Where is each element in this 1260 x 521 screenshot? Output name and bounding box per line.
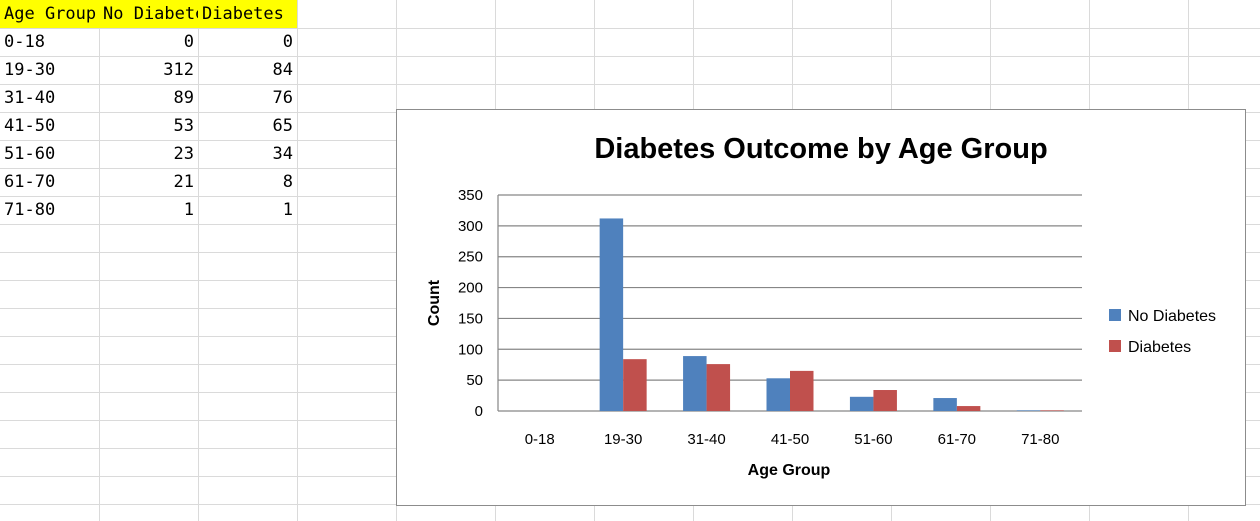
y-tick-label: 0 bbox=[475, 403, 483, 420]
cell-no-diabetes[interactable]: 1 bbox=[183, 200, 194, 220]
x-tick-label: 0-18 bbox=[525, 431, 555, 448]
cell-no-diabetes[interactable]: 53 bbox=[173, 116, 194, 136]
chart-object[interactable]: Diabetes Outcome by Age Group 0 50 100 150 20… bbox=[396, 109, 1246, 506]
y-tick-label: 50 bbox=[466, 372, 483, 389]
x-tick-label: 31-40 bbox=[687, 431, 725, 448]
chart-title: Diabetes Outcome by Age Group bbox=[594, 133, 1047, 165]
cell-diabetes[interactable]: 8 bbox=[282, 172, 293, 192]
cell-no-diabetes[interactable]: 89 bbox=[173, 88, 194, 108]
x-tick-label: 61-70 bbox=[938, 431, 976, 448]
header-cell-diabetes[interactable]: Diabetes bbox=[198, 0, 297, 28]
cell-diabetes[interactable]: 76 bbox=[272, 88, 293, 108]
y-tick-label: 350 bbox=[458, 187, 483, 204]
cell-age-group[interactable]: 19-30 bbox=[4, 60, 56, 80]
x-tick-label: 51-60 bbox=[854, 431, 892, 448]
cell-age-group[interactable]: 51-60 bbox=[4, 144, 56, 164]
cell-age-group[interactable]: 0-18 bbox=[4, 32, 45, 52]
bar-diabetes bbox=[956, 406, 981, 411]
legend-label: Diabetes bbox=[1128, 339, 1191, 356]
cell-no-diabetes[interactable]: 312 bbox=[163, 60, 194, 80]
header-cell-no-diabetes[interactable]: No Diabetes bbox=[99, 0, 198, 28]
y-tick-label: 300 bbox=[458, 218, 483, 235]
legend-label: No Diabetes bbox=[1128, 308, 1216, 325]
bar-no-diabetes bbox=[683, 356, 707, 411]
bar-no-diabetes bbox=[1016, 410, 1041, 411]
cell-no-diabetes[interactable]: 23 bbox=[173, 144, 194, 164]
y-tick-label: 150 bbox=[458, 310, 483, 327]
cell-age-group[interactable]: 61-70 bbox=[4, 172, 56, 192]
cell-age-group[interactable]: 71-80 bbox=[4, 200, 56, 220]
bar-diabetes bbox=[1040, 410, 1064, 411]
cell-age-group[interactable]: 41-50 bbox=[4, 116, 56, 136]
bar-no-diabetes bbox=[849, 396, 874, 411]
bar-diabetes bbox=[706, 364, 731, 411]
bar-no-diabetes bbox=[933, 398, 957, 411]
bar-no-diabetes bbox=[599, 218, 624, 411]
y-tick-label: 200 bbox=[458, 280, 483, 297]
bar-diabetes bbox=[623, 359, 647, 411]
cell-diabetes[interactable]: 65 bbox=[272, 116, 293, 136]
cell-no-diabetes[interactable]: 21 bbox=[173, 172, 194, 192]
x-tick-label: 71-80 bbox=[1021, 431, 1059, 448]
bar-diabetes bbox=[873, 390, 897, 411]
y-tick-label: 100 bbox=[458, 341, 483, 358]
x-tick-label: 19-30 bbox=[604, 431, 642, 448]
cell-diabetes[interactable]: 1 bbox=[282, 200, 293, 220]
cell-age-group[interactable]: 31-40 bbox=[4, 88, 56, 108]
cell-diabetes[interactable]: 0 bbox=[282, 32, 293, 52]
cell-no-diabetes[interactable]: 0 bbox=[183, 32, 194, 52]
cell-diabetes[interactable]: 34 bbox=[272, 144, 293, 164]
y-axis-title: Count bbox=[426, 279, 443, 326]
cell-diabetes[interactable]: 84 bbox=[272, 60, 293, 80]
header-cell-age-group[interactable]: Age Group bbox=[0, 0, 99, 28]
y-tick-label: 250 bbox=[458, 249, 483, 266]
bar-no-diabetes bbox=[766, 378, 790, 411]
bar-diabetes bbox=[790, 370, 814, 411]
legend-swatch bbox=[1109, 340, 1121, 352]
x-tick-label: 41-50 bbox=[771, 431, 809, 448]
legend-swatch bbox=[1109, 309, 1121, 321]
x-axis-title: Age Group bbox=[748, 462, 831, 479]
bar-chart: Diabetes Outcome by Age Group 0 50 100 150 20… bbox=[426, 133, 1216, 479]
